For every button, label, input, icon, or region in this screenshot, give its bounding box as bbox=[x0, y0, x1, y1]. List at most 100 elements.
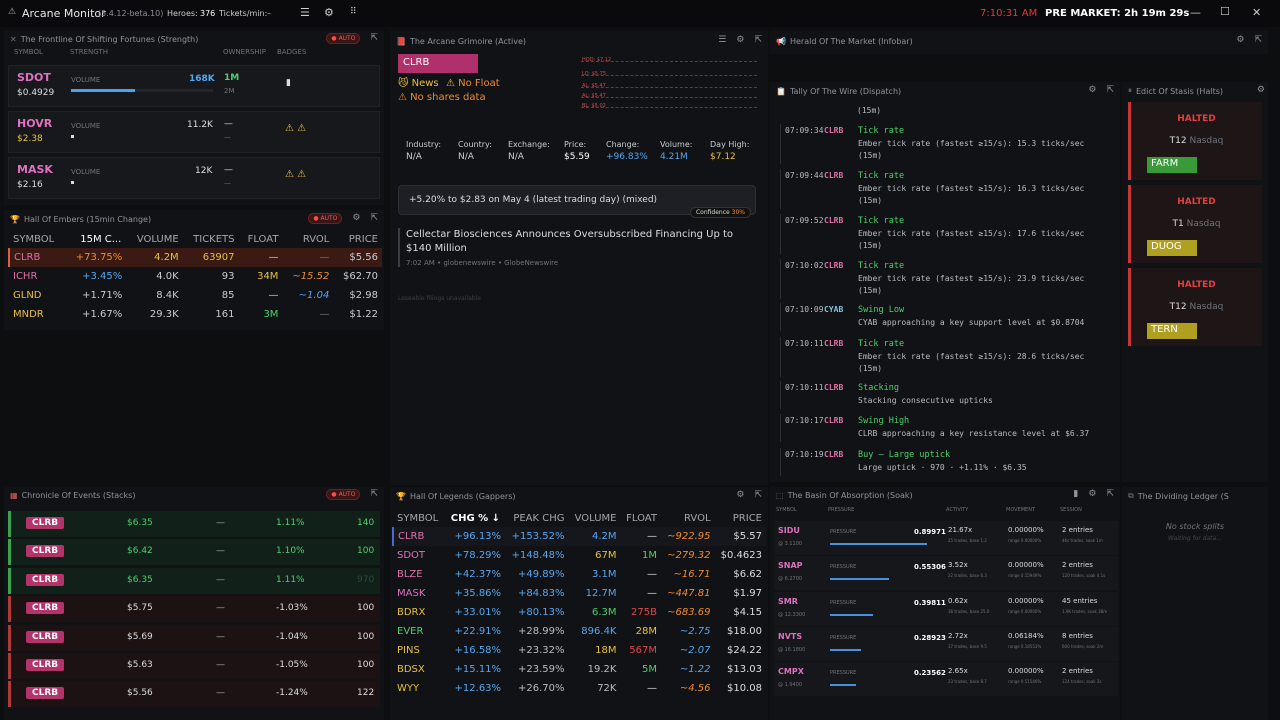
event-row[interactable]: CLRB $5.63 — -1.05% 100 bbox=[8, 653, 380, 679]
halt-symbol[interactable]: DUOG bbox=[1147, 240, 1197, 256]
col-header[interactable]: PEAK CHG bbox=[513, 512, 565, 524]
pressure-bar bbox=[830, 578, 890, 581]
col-header[interactable]: FLOAT bbox=[626, 512, 657, 524]
dispatch-item[interactable]: 07:09:34 CLRB Tick rate Ember tick rate (fa… bbox=[780, 124, 1112, 164]
grid-icon[interactable]: ⠿ bbox=[350, 7, 357, 17]
event-row[interactable]: CLRB $6.42 — 1.10% 100 bbox=[8, 539, 380, 566]
table-row[interactable]: MNDR +1.67% 29.3K 161 3M — $1.22 bbox=[9, 305, 382, 324]
maximize-button[interactable]: ☐ bbox=[1220, 5, 1230, 18]
active-symbol[interactable]: CLRB bbox=[398, 54, 478, 73]
event-row[interactable]: CLRB $6.35 — 1.11% 140 bbox=[8, 511, 380, 537]
table-row[interactable]: PINS +16.58% +23.32% 18M 567M ~2.07 $24.22 bbox=[393, 641, 766, 660]
news-badge[interactable]: 😼 News bbox=[398, 78, 439, 89]
table-row[interactable]: MASK +35.86% +84.83% 12.7M — ~447.81 $1.97 bbox=[393, 584, 766, 603]
cell-price: $62.70 bbox=[343, 271, 378, 282]
ledger-sub: Waiting for data... bbox=[1168, 535, 1222, 542]
trophy-icon: 🏆 bbox=[10, 214, 20, 224]
auto-badge[interactable]: AUTO bbox=[326, 489, 361, 500]
table-row[interactable]: GLND +1.71% 8.4K 85 — ~1.04 $2.98 bbox=[9, 286, 382, 305]
gear-icon[interactable]: ⚙ bbox=[736, 490, 745, 500]
gear-icon[interactable]: ⚙ bbox=[1088, 489, 1097, 499]
pressure-bar bbox=[830, 648, 862, 651]
popout-icon[interactable]: ⇱ bbox=[1106, 489, 1114, 499]
popout-icon[interactable]: ⇱ bbox=[1254, 35, 1262, 45]
warning-icon: ⚠ bbox=[8, 7, 17, 17]
soak-row[interactable]: SNAP @ 6.2700 PRESSURE 0.55306 3.52x 22 trade… bbox=[774, 556, 1118, 591]
gear-icon[interactable]: ⚙ bbox=[1256, 85, 1265, 95]
halt-symbol[interactable]: TERN bbox=[1147, 323, 1197, 339]
col-header[interactable]: SYMBOL bbox=[397, 512, 439, 524]
col-header[interactable]: TICKETS bbox=[193, 233, 235, 245]
col-header[interactable]: PRICE bbox=[732, 512, 762, 524]
gear-icon[interactable]: ⚙ bbox=[736, 35, 745, 45]
table-row[interactable]: BDRX +33.01% +80.13% 6.3M 275B ~683.69 $4.15 bbox=[393, 603, 766, 622]
dispatch-item[interactable]: 07:10:02 CLRB Tick rate Ember tick rate (fa… bbox=[780, 259, 1112, 299]
event-row[interactable]: CLRB $5.75 — -1.03% 100 bbox=[8, 596, 380, 623]
mini-chart: HOD: $7.12 LO: $5.75 AL: $5.47 AL: $5.47… bbox=[580, 56, 757, 112]
table-row[interactable]: BLZE +42.37% +49.89% 3.1M — ~16.71 $6.62 bbox=[393, 565, 766, 584]
event-row[interactable]: CLRB $5.56 — -1.24% 122 bbox=[8, 681, 380, 708]
close-icon[interactable]: ✕ bbox=[10, 34, 17, 44]
gear-icon[interactable]: ⚙ bbox=[1236, 35, 1245, 45]
halt-symbol[interactable]: FARM bbox=[1147, 157, 1197, 173]
halt-card[interactable]: HALTED T12 Nasdaq TERN bbox=[1128, 268, 1262, 346]
col-header[interactable]: RVOL bbox=[684, 512, 711, 524]
table-row[interactable]: SDOT +78.29% +148.48% 67M 1M ~279.32 $0.4623 bbox=[393, 546, 766, 565]
col-header[interactable]: FLOAT bbox=[247, 233, 279, 245]
dispatch-item[interactable]: 07:09:52 CLRB Tick rate Ember tick rate (fa… bbox=[780, 214, 1112, 254]
menu-icon[interactable]: ☰ bbox=[718, 35, 727, 45]
popout-icon[interactable]: ⇱ bbox=[370, 489, 378, 499]
table-row[interactable]: EVER +22.91% +28.99% 896.4K 28M ~2.75 $18.00 bbox=[393, 622, 766, 641]
soak-row[interactable]: NVTS @ 16.1800 PRESSURE 0.28923 2.72x 37 trad… bbox=[774, 626, 1118, 661]
soak-row[interactable]: CMPX @ 1.9400 PRESSURE 0.23562 2.65x 23 trade… bbox=[774, 662, 1118, 697]
news-headline[interactable]: Cellectar Biosciences Announces Oversubs… bbox=[398, 228, 748, 267]
popout-icon[interactable]: ⇱ bbox=[370, 213, 378, 223]
popout-icon[interactable]: ⇱ bbox=[754, 490, 762, 500]
dispatch-item[interactable]: 07:10:17 CLRB Swing High CLRB approaching a… bbox=[780, 414, 1112, 442]
popout-icon[interactable]: ⇱ bbox=[1106, 85, 1114, 95]
table-row[interactable]: WYY +12.63% +26.70% 72K — ~4.56 $10.08 bbox=[393, 679, 766, 698]
event-row[interactable]: CLRB $5.69 — -1.04% 100 bbox=[8, 624, 380, 651]
dispatch-head: Buy – Large uptick bbox=[858, 450, 951, 460]
soak-row[interactable]: SMR @ 12.3300 PRESSURE 0.39811 0.62x 36 trade… bbox=[774, 591, 1118, 626]
cell: +96.13% bbox=[454, 531, 502, 542]
col-header[interactable]: PRICE bbox=[348, 233, 378, 245]
auto-badge[interactable]: AUTO bbox=[326, 33, 361, 44]
auto-badge[interactable]: AUTO bbox=[308, 213, 343, 224]
dispatch-item[interactable]: 07:10:09 CYAB Swing Low CYAB approaching a … bbox=[780, 303, 1112, 331]
summary-card[interactable]: +5.20% to $2.83 on May 4 (latest trading… bbox=[398, 185, 756, 218]
mini-level: AL: $5.47 bbox=[582, 83, 606, 89]
strength-row[interactable]: SDOT $0.4929 VOLUME 168K 1M 2M ▮ bbox=[8, 65, 380, 107]
table-row[interactable]: ICHR +3.45% 4.0K 93 34M ~15.52 $62.70 bbox=[9, 267, 382, 286]
gear-icon[interactable]: ⚙ bbox=[1088, 85, 1097, 95]
menu-icon[interactable]: ☰ bbox=[300, 6, 310, 19]
table-row[interactable]: CLRB +73.75% 4.2M 63907 — — $5.56 bbox=[9, 248, 382, 267]
popout-icon[interactable]: ⇱ bbox=[754, 35, 762, 45]
col-header[interactable]: 15M C... bbox=[80, 233, 122, 245]
col-header[interactable]: RVOL bbox=[302, 233, 330, 245]
event-row[interactable]: CLRB $6.35 — 1.11% 970 bbox=[8, 567, 380, 594]
col-header[interactable]: CHG % ↓ bbox=[450, 512, 501, 524]
table-row[interactable]: BDSX +15.11% +23.59% 19.2K 5M ~1.22 $13.03 bbox=[393, 660, 766, 679]
halt-card[interactable]: HALTED T1 Nasdaq DUOG bbox=[1128, 185, 1262, 263]
halt-card[interactable]: HALTED T12 Nasdaq FARM bbox=[1128, 102, 1262, 180]
close-button[interactable]: ✕ bbox=[1252, 6, 1262, 19]
strength-row[interactable]: HOVR $2.38 VOLUME 11.2K — — ⚠ ⚠ bbox=[8, 111, 380, 153]
table-row[interactable]: CLRB +96.13% +153.52% 4.2M — ~922.95 $5.57 bbox=[393, 527, 766, 546]
trash-icon[interactable]: ▮ bbox=[1073, 489, 1079, 499]
col-header: PRESSURE bbox=[828, 507, 855, 513]
minimize-button[interactable]: — bbox=[1190, 6, 1201, 19]
col-header[interactable]: VOLUME bbox=[136, 233, 179, 245]
popout-icon[interactable]: ⇱ bbox=[370, 33, 378, 43]
cell-volume: 4.0K bbox=[156, 271, 179, 282]
strength-row[interactable]: MASK $2.16 VOLUME 12K — — ⚠ ⚠ bbox=[8, 157, 380, 199]
dispatch-item[interactable]: 07:10:11 CLRB Stacking Stacking consecutive… bbox=[780, 381, 1112, 409]
soak-row[interactable]: SIDU @ 3.1100 PRESSURE 0.89971 21.67x 25 trad… bbox=[774, 521, 1118, 555]
col-header[interactable]: VOLUME bbox=[574, 512, 617, 524]
gear-icon[interactable]: ⚙ bbox=[324, 6, 334, 19]
dispatch-item[interactable]: 07:10:19 CLRB Buy – Large uptick Large upti… bbox=[780, 448, 1112, 476]
col-header[interactable]: SYMBOL bbox=[13, 233, 55, 245]
gear-icon[interactable]: ⚙ bbox=[352, 213, 361, 223]
dispatch-item[interactable]: 07:09:44 CLRB Tick rate Ember tick rate (fa… bbox=[780, 169, 1112, 209]
dispatch-item[interactable]: 07:10:11 CLRB Tick rate Ember tick rate (fa… bbox=[780, 337, 1112, 377]
